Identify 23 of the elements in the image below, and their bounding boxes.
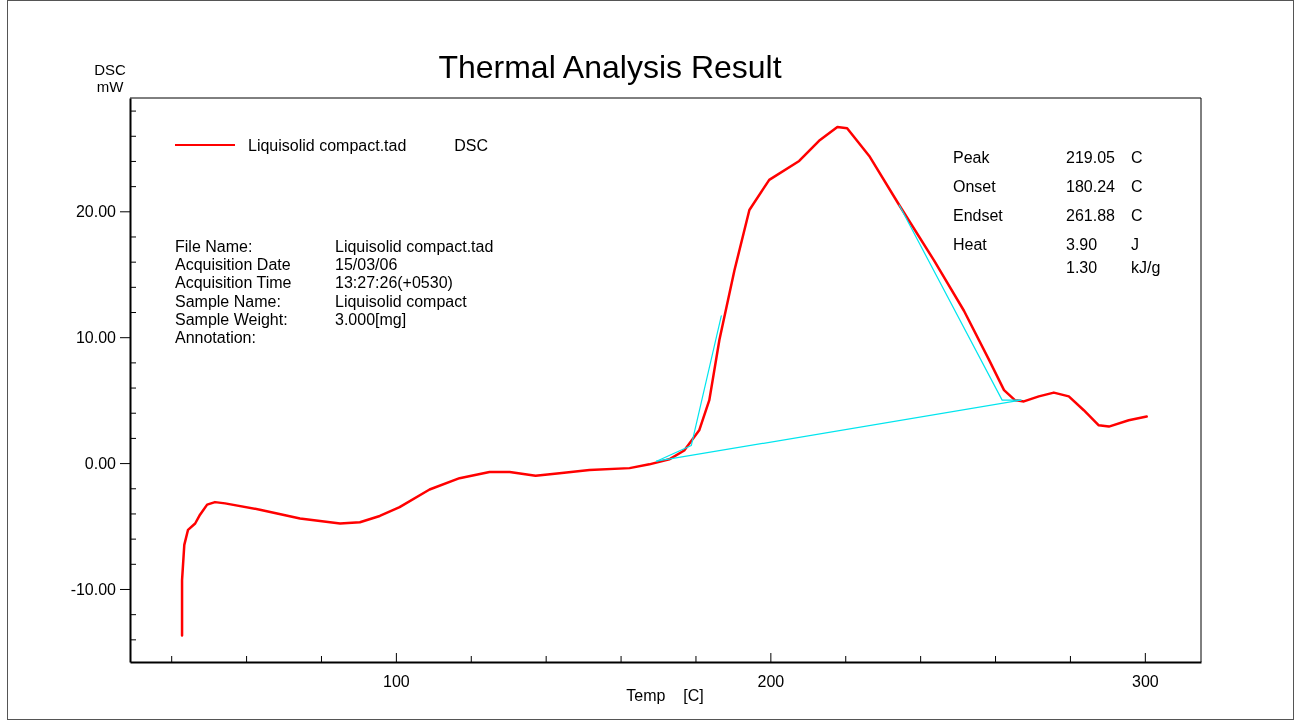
text: Acquisition Date 15/03/06 xyxy=(175,256,398,274)
text: Onset 180.24 C xyxy=(953,178,1143,195)
x-axis-title: Temp [C] xyxy=(626,687,704,704)
text: Sample Name: Liquisolid compact xyxy=(175,292,467,310)
y-tick-label: 20.00 xyxy=(75,202,117,220)
annotation: Annotation: xyxy=(175,329,256,346)
text: 1.30 kJ/g xyxy=(1066,259,1161,276)
text: Peak 219.05 C xyxy=(953,149,1143,166)
chart-title: Thermal Analysis Result xyxy=(438,49,782,85)
text: Acquisition Time 13:27:26(+0530) xyxy=(175,274,453,292)
y-tick-label: 10.00 xyxy=(75,328,117,346)
text: File Name: Liquisolid compact.tad xyxy=(175,238,494,255)
text: Heat 3.90 J xyxy=(953,236,1139,253)
x-tick-label: 200 xyxy=(757,673,785,691)
legend-label: Liquisolid compact.tad xyxy=(248,137,407,154)
annotation: DSC xyxy=(454,137,489,154)
x-tick-label: 100 xyxy=(383,673,410,691)
text: Endset 261.88 C xyxy=(953,207,1143,224)
y-tick-label: 0.00 xyxy=(84,454,117,472)
y-tick-label: -10.00 xyxy=(70,580,117,598)
text: Sample Weight: 3.000[mg] xyxy=(175,310,407,328)
y-axis-title: DSC mW xyxy=(94,61,126,95)
x-tick-label: 300 xyxy=(1131,673,1159,691)
